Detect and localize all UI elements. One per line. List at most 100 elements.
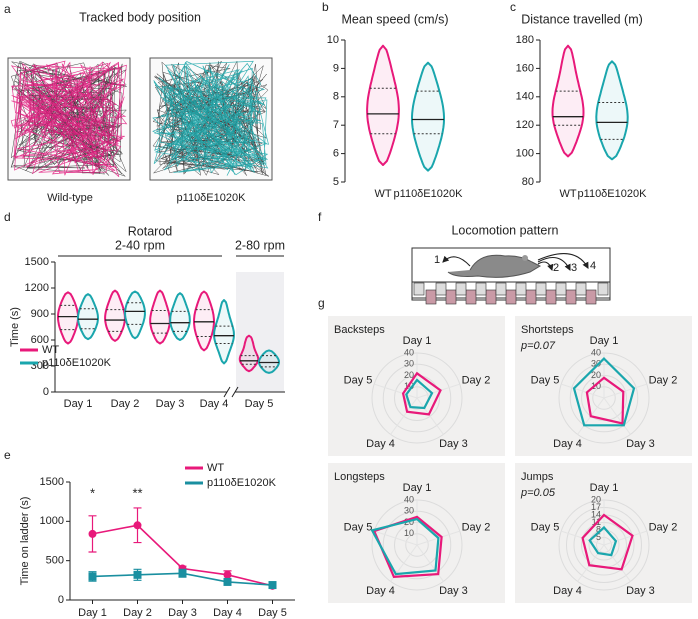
trajectory: [152, 60, 269, 176]
spoke: [416, 383, 460, 399]
image-caption: p110δE1020K: [177, 192, 247, 204]
violin: [551, 44, 585, 158]
y-tick-label: 1200: [25, 282, 49, 294]
y-tick-label: 0: [58, 594, 64, 606]
r-tick-label: 40: [404, 347, 414, 357]
significance: *: [90, 485, 95, 500]
chart-title: Distance travelled (m): [521, 12, 643, 26]
marker: [88, 529, 97, 538]
ladder-diagram: [411, 247, 611, 305]
y-tick-label: 900: [31, 308, 49, 320]
y-tick-label: 6: [333, 148, 339, 160]
category-label: Day 5: [344, 521, 373, 533]
y-tick-label: 1000: [40, 515, 64, 527]
category-label: Day 4: [553, 438, 582, 450]
y-tick-label: 7: [333, 119, 339, 131]
panel-label: a: [4, 2, 11, 16]
step-label: 3: [571, 262, 577, 274]
radar-polygon: [401, 371, 442, 416]
spoke: [390, 397, 418, 435]
chart-title: Backsteps: [334, 324, 385, 336]
r-tick-label: 30: [404, 359, 414, 369]
category-label: Day 3: [439, 438, 468, 450]
chart-title: Jumps: [521, 471, 554, 483]
annotation: 2-80 rpm: [235, 238, 285, 252]
spoke: [374, 530, 418, 546]
x-tick-label: Day 4: [213, 607, 242, 619]
violin: [124, 290, 146, 340]
r-tick-label: 40: [591, 347, 601, 357]
spoke: [390, 544, 418, 582]
r-tick-label: 8: [596, 524, 601, 534]
radar-polygon: [585, 376, 625, 425]
trajectory: [10, 60, 128, 178]
y-tick-label: 180: [516, 34, 534, 46]
x-tick-label: Day 3: [168, 607, 197, 619]
radar-polygon: [572, 357, 636, 427]
category-label: Day 2: [649, 521, 678, 533]
chart-title: Longsteps: [334, 471, 385, 483]
image-caption: Wild-type: [47, 192, 93, 204]
r-tick-label: 5: [596, 532, 601, 542]
category-label: Day 4: [553, 585, 582, 597]
spoke: [603, 544, 631, 582]
category-label: Day 5: [344, 374, 373, 386]
violin: [366, 44, 400, 166]
category-label: Day 5: [531, 374, 560, 386]
marker: [223, 577, 232, 586]
spoke: [416, 544, 444, 582]
marker: [223, 570, 232, 579]
legend-label: WT: [207, 462, 224, 474]
category-label: Day 4: [366, 585, 395, 597]
shaded-region: [236, 272, 284, 392]
spoke: [561, 383, 605, 399]
spoke: [416, 397, 444, 435]
panel-label: c: [510, 0, 516, 14]
step-label: 2: [553, 262, 559, 274]
x-tick-label: Day 5: [245, 398, 274, 410]
violin: [57, 291, 79, 345]
category-label: Day 1: [403, 335, 432, 347]
violin: [149, 289, 171, 345]
violin: [595, 60, 629, 161]
panel-title: Locomotion pattern: [451, 223, 558, 237]
category-label: Day 2: [462, 521, 491, 533]
step-label: 1: [434, 254, 440, 266]
violin: [169, 292, 191, 341]
x-tick-label: WT: [559, 188, 576, 200]
spoke: [577, 544, 605, 582]
y-tick-label: 0: [43, 386, 49, 398]
y-tick-label: 9: [333, 62, 339, 74]
legend-label: p110δE1020K: [207, 477, 277, 489]
y-tick-label: 500: [46, 555, 64, 567]
marker: [178, 569, 187, 578]
violin: [411, 61, 445, 172]
x-tick-label: Day 1: [78, 607, 107, 619]
radar-polygon: [405, 378, 434, 410]
radar-polygon: [588, 525, 618, 557]
step-label: 4: [590, 260, 596, 272]
panel-label: d: [4, 210, 11, 224]
category-label: Day 1: [590, 482, 619, 494]
r-tick-label: 40: [404, 494, 414, 504]
significance: **: [132, 485, 142, 500]
category-label: Day 1: [590, 335, 619, 347]
violin: [238, 334, 260, 373]
r-tick-label: 20: [591, 370, 601, 380]
x-tick-label: Day 1: [64, 398, 93, 410]
chart-title: Rotarod: [128, 224, 173, 238]
category-label: Day 3: [626, 585, 655, 597]
r-tick-label: 10: [591, 381, 601, 391]
category-label: Day 5: [531, 521, 560, 533]
marker: [268, 581, 277, 590]
y-tick-label: 8: [333, 91, 339, 103]
spoke: [603, 530, 647, 546]
y-axis-label: Time (s): [9, 307, 21, 347]
r-tick-label: 20: [591, 494, 601, 504]
x-tick-label: Day 4: [200, 398, 229, 410]
chart-note: p=0.07: [520, 340, 556, 352]
y-tick-label: 1500: [40, 476, 64, 488]
r-tick-label: 30: [591, 359, 601, 369]
panel-label: f: [318, 210, 322, 224]
